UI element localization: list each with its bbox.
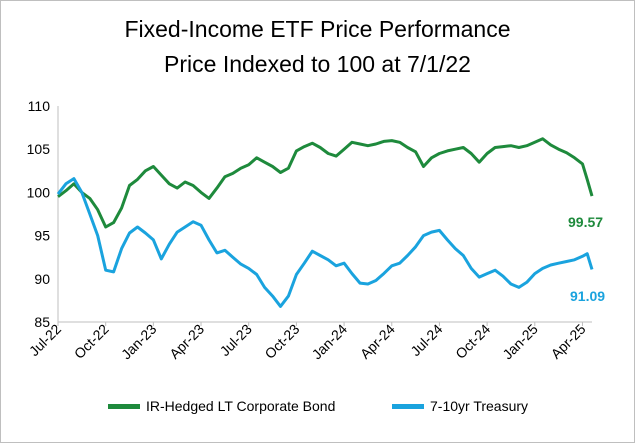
y-tick-label: 90 [34,271,50,287]
end-value-label-treasury: 91.09 [570,288,605,304]
legend-item-corporate-bond: IR-Hedged LT Corporate Bond [108,398,335,414]
chart-title: Fixed-Income ETF Price Performance [124,16,511,42]
x-tick-label: Jul-24 [407,321,445,359]
y-tick-label: 85 [34,314,50,330]
legend-swatch-treasury [392,403,424,409]
legend-swatch-corporate-bond [108,403,140,409]
y-tick-label: 100 [27,184,51,200]
x-tick-label: Oct-24 [452,321,493,362]
end-value-label-corporate-bond: 99.57 [568,214,603,230]
legend: IR-Hedged LT Corporate Bond 7-10yr Treas… [0,398,635,422]
x-tick-label: Apr-24 [357,321,398,362]
x-tick-label: Oct-22 [71,321,112,362]
legend-label-treasury: 7-10yr Treasury [430,398,529,414]
y-tick-label: 105 [27,141,51,157]
series-line-treasury [56,177,594,308]
x-tick-label: Apr-23 [166,321,207,362]
x-tick-label: Jan-24 [309,321,351,363]
chart-subtitle: Price Indexed to 100 at 7/1/22 [164,51,471,77]
x-tick-label: Jul-23 [217,321,255,359]
x-tick-label: Oct-23 [261,321,302,362]
legend-item-treasury: 7-10yr Treasury [392,398,528,414]
x-tick-label: Apr-25 [548,321,589,362]
y-tick-label: 95 [34,228,50,244]
x-tick-label: Jan-23 [118,321,160,363]
x-tick-label: Jan-25 [499,321,541,363]
series-line-corporate-bond [57,137,594,229]
y-tick-label: 110 [28,98,51,114]
legend-label-corporate-bond: IR-Hedged LT Corporate Bond [146,398,336,414]
